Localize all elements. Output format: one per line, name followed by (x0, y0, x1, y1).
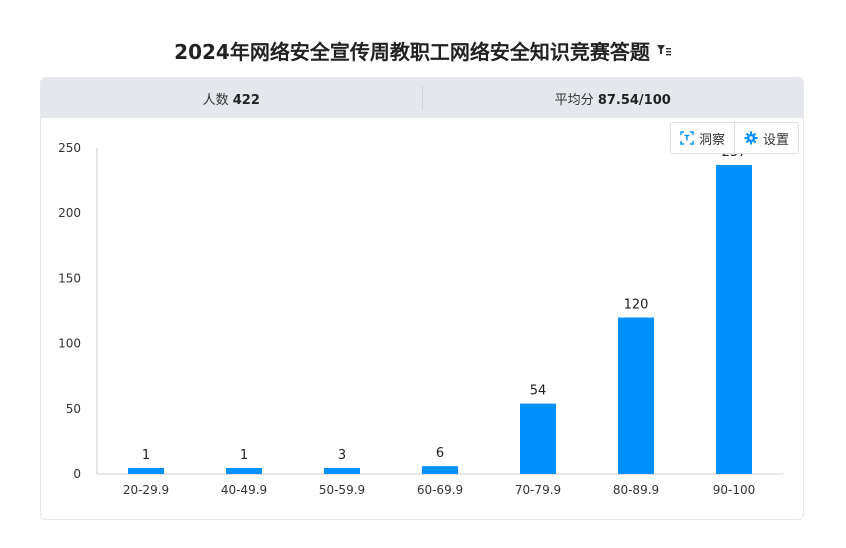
y-tick-label: 150 (58, 271, 81, 285)
data-label: 120 (624, 298, 649, 313)
chart-card: 人数 422 平均分 87.54/100 0 50 100 150 200 250 20-2… (40, 77, 804, 520)
participant-count: 人数 422 (41, 89, 422, 108)
avg-value: 87.54/100 (597, 92, 671, 108)
data-label: 1 (142, 448, 150, 463)
settings-label: 设置 (762, 132, 789, 148)
x-tick-label: 60-69.9 (417, 483, 463, 497)
data-label: 6 (436, 446, 444, 461)
bar (716, 164, 752, 474)
y-tick-label: 250 (58, 141, 81, 155)
chart-toolbar: 洞察 设置 (669, 122, 799, 154)
stats-bar: 人数 422 平均分 87.54/100 (41, 78, 803, 118)
x-tick-label: 50-59.9 (319, 483, 365, 497)
page-title: 2024年网络安全宣传周教职工网络安全知识竞赛答题 (174, 39, 650, 64)
bar (618, 317, 654, 474)
avg-label: 平均分 (554, 92, 594, 108)
data-label: 54 (530, 384, 547, 399)
y-tick-label: 0 (73, 467, 81, 481)
x-tick-label: 20-29.9 (123, 483, 169, 497)
count-value: 422 (232, 92, 260, 108)
data-label: 3 (338, 448, 346, 463)
insight-label: 洞察 (698, 132, 725, 148)
title-row: 2024年网络安全宣传周教职工网络安全知识竞赛答题 (0, 34, 846, 66)
bar-chart: 0 50 100 150 200 250 20-29.9 1 40-49.9 1 50-59.9 3 6… (58, 141, 783, 497)
y-tick-label: 200 (58, 206, 81, 220)
x-tick-label: 40-49.9 (221, 483, 267, 497)
x-tick-label: 70-79.9 (515, 483, 561, 497)
gear-icon (744, 131, 758, 145)
bar (128, 468, 164, 474)
stats-divider (421, 86, 423, 110)
bar (324, 468, 360, 474)
filter-icon[interactable] (656, 42, 672, 58)
insight-button[interactable]: 洞察 (671, 123, 734, 153)
x-tick-label: 90-100 (713, 483, 756, 497)
count-label: 人数 (202, 92, 229, 108)
y-tick-label: 100 (58, 337, 81, 351)
bar (226, 468, 262, 474)
data-label: 1 (240, 448, 248, 463)
bar (422, 466, 458, 474)
bar (520, 403, 556, 474)
scan-icon (680, 131, 694, 145)
settings-button[interactable]: 设置 (733, 123, 798, 153)
x-tick-label: 80-89.9 (613, 483, 659, 497)
average-score: 平均分 87.54/100 (423, 89, 804, 108)
y-tick-label: 50 (66, 402, 81, 416)
